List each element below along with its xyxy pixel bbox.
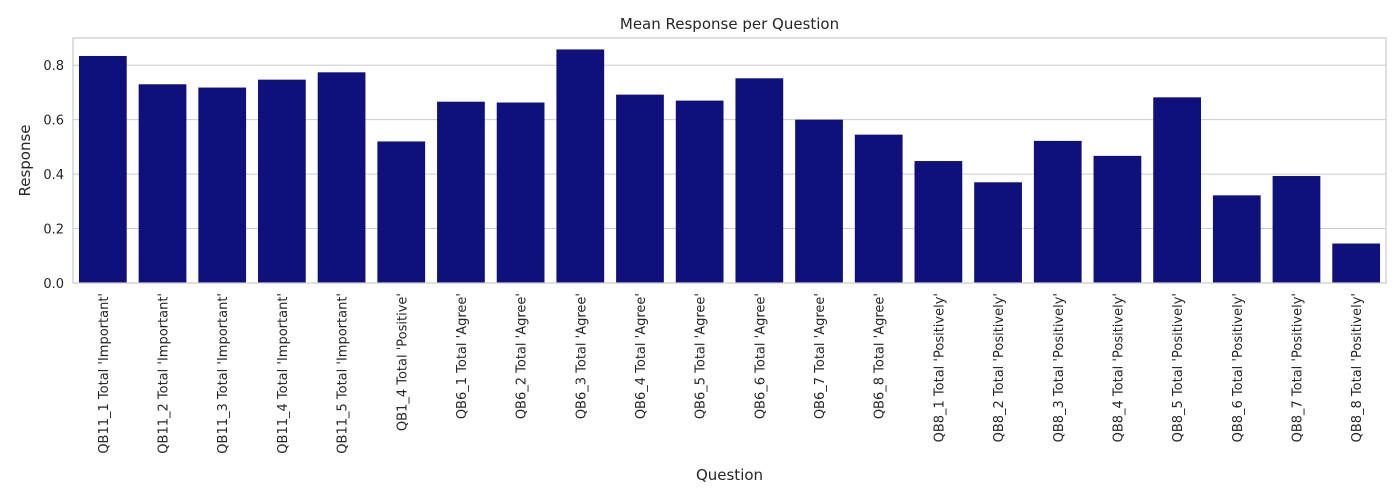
bar xyxy=(974,182,1022,283)
bar xyxy=(735,78,784,284)
bar xyxy=(616,94,664,283)
x-axis-title: Question xyxy=(696,466,763,484)
x-tick-label: QB6_2 Total 'Agree' xyxy=(515,293,530,419)
y-tick-labels: 0.0 0.2 0.4 0.6 0.8 xyxy=(43,59,64,292)
bar xyxy=(377,141,426,283)
x-tick-label: QB6_7 Total 'Agree' xyxy=(813,293,828,419)
x-tick-label: QB11_2 Total 'Important' xyxy=(157,293,172,454)
x-tick-labels: QB11_1 Total 'Important' QB11_2 Total 'Im… xyxy=(97,293,1365,454)
x-tick-label: QB8_3 Total 'Positively' xyxy=(1052,293,1067,442)
x-tick-label: QB1_4 Total 'Positive' xyxy=(395,293,410,431)
bar xyxy=(1212,195,1261,283)
plot-frame xyxy=(72,37,1387,284)
bar xyxy=(914,161,963,283)
bar xyxy=(795,119,843,284)
x-tick-label: QB6_4 Total 'Agree' xyxy=(634,293,649,419)
x-tick-label: QB11_3 Total 'Important' xyxy=(216,293,231,454)
bar xyxy=(317,72,366,283)
chart-title: Mean Response per Question xyxy=(620,15,839,33)
bar xyxy=(1272,176,1321,283)
x-tick-label: QB8_6 Total 'Positively' xyxy=(1231,293,1246,442)
bar xyxy=(1332,243,1381,283)
bar xyxy=(198,87,247,284)
x-tick-label: QB6_3 Total 'Agree' xyxy=(574,293,589,419)
y-tick-label: 0.0 xyxy=(43,277,64,292)
bar xyxy=(78,55,127,283)
y-tick-label: 0.2 xyxy=(43,223,64,238)
x-tick-label: QB8_2 Total 'Positively' xyxy=(992,293,1007,442)
x-tick-label: QB6_6 Total 'Agree' xyxy=(753,293,768,419)
y-tick-label: 0.8 xyxy=(43,59,64,74)
x-tick-label: QB6_5 Total 'Agree' xyxy=(694,293,709,419)
bar xyxy=(1093,155,1142,283)
bar xyxy=(1033,140,1082,283)
y-axis-title: Response xyxy=(16,124,34,196)
x-tick-label: QB8_7 Total 'Positively' xyxy=(1290,293,1305,442)
y-tick-label: 0.4 xyxy=(43,168,64,183)
bars xyxy=(78,49,1381,284)
bar xyxy=(556,49,605,283)
bar xyxy=(437,101,485,283)
x-tick-label: QB8_4 Total 'Positively' xyxy=(1111,293,1126,442)
x-tick-label: QB8_5 Total 'Positively' xyxy=(1171,293,1186,442)
bar xyxy=(854,134,903,283)
x-tick-label: QB8_1 Total 'Positively' xyxy=(932,293,947,442)
bar xyxy=(675,100,724,283)
bar xyxy=(258,79,306,284)
x-tick-label: QB6_8 Total 'Agree' xyxy=(873,293,888,419)
x-tick-label: QB8_8 Total 'Positively' xyxy=(1350,293,1365,442)
bar xyxy=(1153,97,1201,283)
x-tick-label: QB11_1 Total 'Important' xyxy=(97,293,112,454)
x-tick-label: QB6_1 Total 'Agree' xyxy=(455,293,470,419)
y-tick-label: 0.6 xyxy=(43,114,64,129)
x-tick-label: QB11_4 Total 'Important' xyxy=(276,293,291,454)
x-tick-label: QB11_5 Total 'Important' xyxy=(336,293,351,454)
bar xyxy=(138,84,187,284)
bar xyxy=(496,102,545,284)
